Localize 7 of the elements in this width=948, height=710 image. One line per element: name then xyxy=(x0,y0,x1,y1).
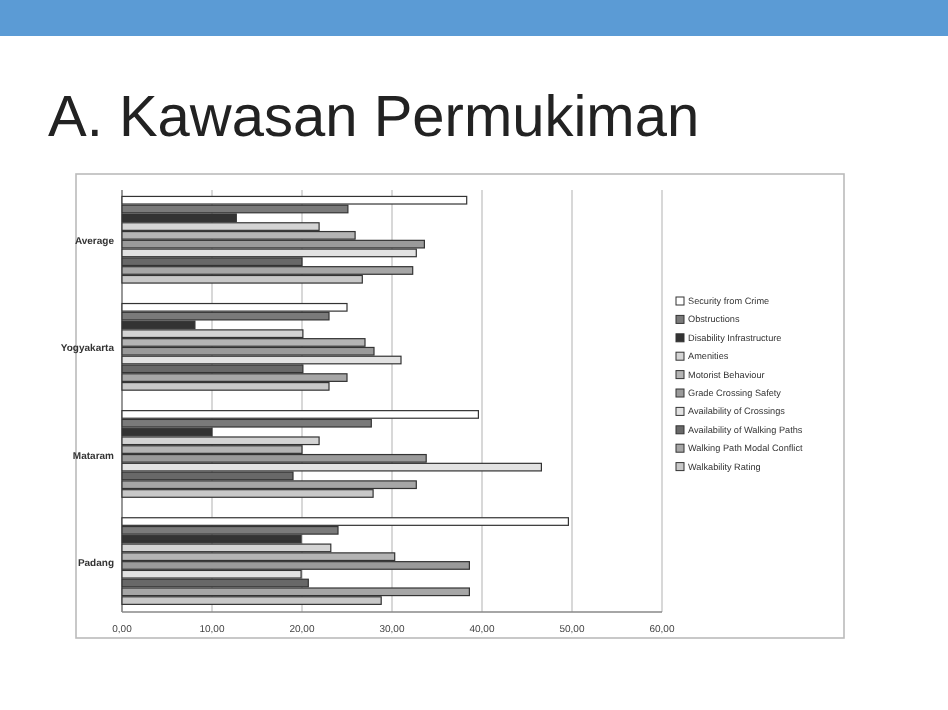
bar xyxy=(121,239,425,249)
bar xyxy=(121,248,417,258)
bar xyxy=(121,462,542,472)
bar xyxy=(121,195,468,205)
bar xyxy=(121,355,402,365)
bar xyxy=(121,587,470,597)
chart-title: A. Kawasan Permukiman xyxy=(48,86,700,150)
